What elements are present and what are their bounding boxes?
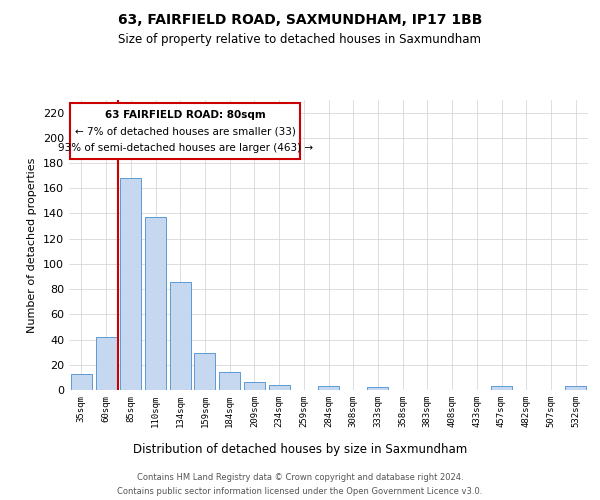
Bar [244,382,265,390]
Bar [318,386,339,390]
FancyBboxPatch shape [70,102,300,160]
Bar [120,178,141,390]
Text: Size of property relative to detached houses in Saxmundham: Size of property relative to detached ho… [119,32,482,46]
Text: 63 FAIRFIELD ROAD: 80sqm: 63 FAIRFIELD ROAD: 80sqm [105,110,266,120]
Text: ← 7% of detached houses are smaller (33): ← 7% of detached houses are smaller (33) [75,126,296,136]
Bar [170,282,191,390]
Bar [71,374,92,390]
Bar [145,218,166,390]
Bar [367,388,388,390]
Bar [491,386,512,390]
Y-axis label: Number of detached properties: Number of detached properties [28,158,37,332]
Text: Distribution of detached houses by size in Saxmundham: Distribution of detached houses by size … [133,442,467,456]
Bar [95,337,116,390]
Bar [269,385,290,390]
Bar [219,372,240,390]
Text: Contains HM Land Registry data © Crown copyright and database right 2024.: Contains HM Land Registry data © Crown c… [137,472,463,482]
Bar [565,386,586,390]
Bar [194,354,215,390]
Text: Contains public sector information licensed under the Open Government Licence v3: Contains public sector information licen… [118,488,482,496]
Text: 93% of semi-detached houses are larger (463) →: 93% of semi-detached houses are larger (… [58,143,313,153]
Text: 63, FAIRFIELD ROAD, SAXMUNDHAM, IP17 1BB: 63, FAIRFIELD ROAD, SAXMUNDHAM, IP17 1BB [118,12,482,26]
